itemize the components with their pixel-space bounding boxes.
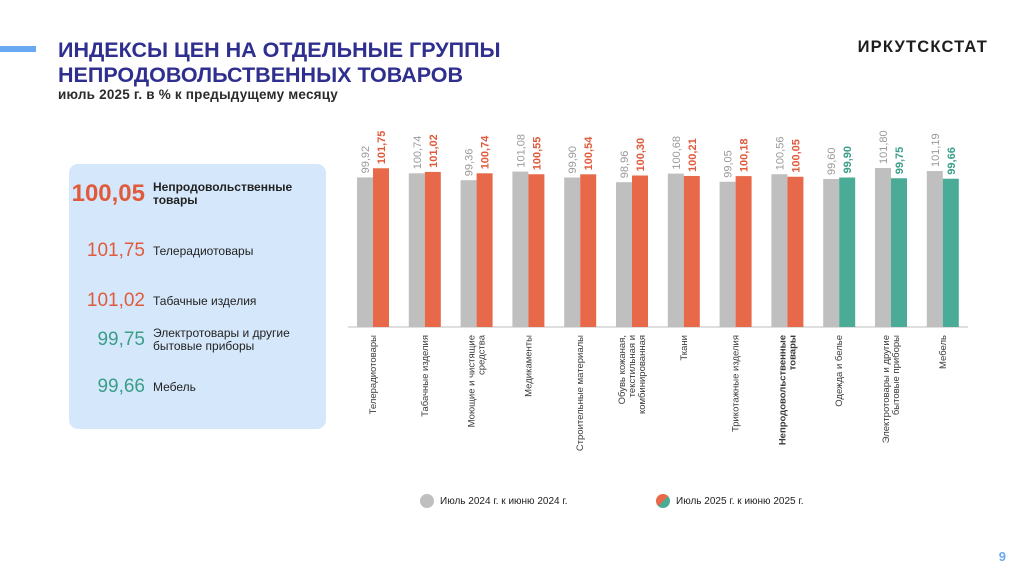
category-label: Медикаменты <box>523 335 534 397</box>
bar-2024 <box>616 182 632 327</box>
bar-2024 <box>823 179 840 327</box>
bar-2024 <box>719 181 736 327</box>
category-label: Обувь кожаная, <box>617 335 628 404</box>
bar-2024 <box>564 177 581 327</box>
category-label: товары <box>787 335 798 370</box>
brand-logo-text: ИРКУТСКСТАТ <box>857 38 988 56</box>
category-label: Ткани <box>679 335 690 361</box>
category-label: Одежда и белье <box>834 335 845 407</box>
category-label: Непродовольственные <box>777 335 788 445</box>
bar-2025 <box>891 178 907 327</box>
data-label-2025: 99,90 <box>842 146 854 174</box>
bar-2024 <box>771 174 788 327</box>
price-index-bar-chart: 99,92 101,75 Телерадиотовары 100,74 101,02 Та… <box>348 130 968 451</box>
data-label-2025: 100,05 <box>790 139 802 173</box>
category-label: бытовые приборы <box>891 335 902 415</box>
bar-2024 <box>357 177 373 327</box>
data-label-2024: 99,90 <box>567 146 579 174</box>
accent-bar <box>0 46 36 52</box>
page-number: 9 <box>998 549 1006 564</box>
category-label: Строительные материалы <box>575 335 586 451</box>
bar-2025 <box>683 175 700 327</box>
category-label: текстильная и <box>627 335 638 397</box>
legend-item-current: Июль 2025 г. к июню 2025 г. <box>656 494 804 508</box>
data-label-2024: 101,19 <box>930 133 942 167</box>
category-label: Мебель <box>938 335 949 369</box>
title-line-2: НЕПРОДОВОЛЬСТВЕННЫХ ТОВАРОВ <box>58 63 464 87</box>
summary-row: 101,02 Табачные изделия <box>69 290 326 312</box>
summary-panel: 100,05 Непродовольственные товары 101,75… <box>69 164 326 429</box>
summary-label: Непродовольственные товары <box>153 180 293 207</box>
data-label-2025: 100,54 <box>583 136 595 171</box>
legend-label: Июль 2024 г. к июню 2024 г. <box>440 495 568 507</box>
page-subtitle: июль 2025 г. в % к предыдущему месяцу <box>58 87 338 102</box>
bar-2024 <box>926 171 943 327</box>
category-label: Электротовары и другие <box>881 335 892 443</box>
data-label-2025: 99,66 <box>946 147 958 175</box>
bar-2025 <box>580 174 597 327</box>
bar-2025 <box>373 168 389 327</box>
data-label-2024: 100,56 <box>774 137 786 171</box>
data-label-2024: 99,60 <box>826 147 838 175</box>
data-label-2025: 100,74 <box>480 135 492 170</box>
bar-2025 <box>528 174 545 327</box>
summary-row: 99,66 Мебель <box>69 376 326 398</box>
summary-row: 99,75 Электротовары и другие бытовые при… <box>69 327 326 353</box>
data-label-2025: 100,55 <box>531 137 543 171</box>
category-label: Табачные изделия <box>420 335 431 417</box>
bar-2025 <box>424 171 441 327</box>
category-label: Трикотажные изделия <box>731 335 742 432</box>
summary-value: 101,75 <box>86 240 145 261</box>
data-label-2025: 99,75 <box>894 147 906 175</box>
data-label-2025: 100,21 <box>687 138 699 172</box>
bar-2025 <box>632 175 648 327</box>
category-label: средства <box>477 334 488 375</box>
bar-2025 <box>735 176 752 327</box>
bar-2024 <box>408 173 425 327</box>
summary-label: Мебель <box>153 379 196 394</box>
legend-swatch-split <box>656 494 670 508</box>
data-label-2024: 101,80 <box>878 130 890 164</box>
category-label: Моющие и чистящие <box>467 335 478 427</box>
data-label-2025: 100,18 <box>739 138 751 172</box>
category-label: Телерадиотовары <box>368 335 379 415</box>
summary-row: 101,75 Телерадиотовары <box>69 240 326 262</box>
data-label-2024: 101,08 <box>515 134 527 168</box>
data-label-2025: 101,75 <box>376 131 388 165</box>
data-label-2024: 99,36 <box>464 149 476 177</box>
data-label-2025: 100,30 <box>635 138 647 172</box>
page-title: ИНДЕКСЫ ЦЕН НА ОТДЕЛЬНЫЕ ГРУППЫ НЕПРОДОВ… <box>58 38 618 88</box>
data-label-2024: 100,68 <box>671 136 683 170</box>
summary-value: 101,02 <box>86 290 145 311</box>
summary-value: 100,05 <box>71 180 145 207</box>
title-line-1: ИНДЕКСЫ ЦЕН НА ОТДЕЛЬНЫЕ ГРУППЫ <box>58 38 501 62</box>
bar-2025 <box>942 178 959 327</box>
legend-item-prev: Июль 2024 г. к июню 2024 г. <box>420 494 568 508</box>
legend-label: Июль 2025 г. к июню 2025 г. <box>676 495 804 507</box>
bar-2025 <box>476 173 493 327</box>
summary-value: 99,66 <box>97 376 145 397</box>
bar-2024 <box>667 173 684 327</box>
bar-2024 <box>875 168 891 327</box>
legend-swatch-grey <box>420 494 434 508</box>
summary-row-total: 100,05 Непродовольственные товары <box>69 180 326 208</box>
bar-2024 <box>512 171 529 327</box>
bar-2025 <box>839 177 856 327</box>
data-label-2024: 98,96 <box>619 151 631 179</box>
data-label-2025: 101,02 <box>428 134 440 168</box>
data-label-2024: 99,92 <box>360 146 372 174</box>
summary-label: Телерадиотовары <box>153 243 254 258</box>
bar-2025 <box>787 176 804 327</box>
summary-label: Электротовары и другие бытовые приборы <box>153 326 290 353</box>
bar-2024 <box>460 180 477 327</box>
summary-label: Табачные изделия <box>153 293 257 308</box>
data-label-2024: 99,05 <box>723 150 735 178</box>
summary-value: 99,75 <box>97 329 145 350</box>
data-label-2024: 100,74 <box>412 136 424 170</box>
category-label: комбинированная <box>637 335 648 414</box>
